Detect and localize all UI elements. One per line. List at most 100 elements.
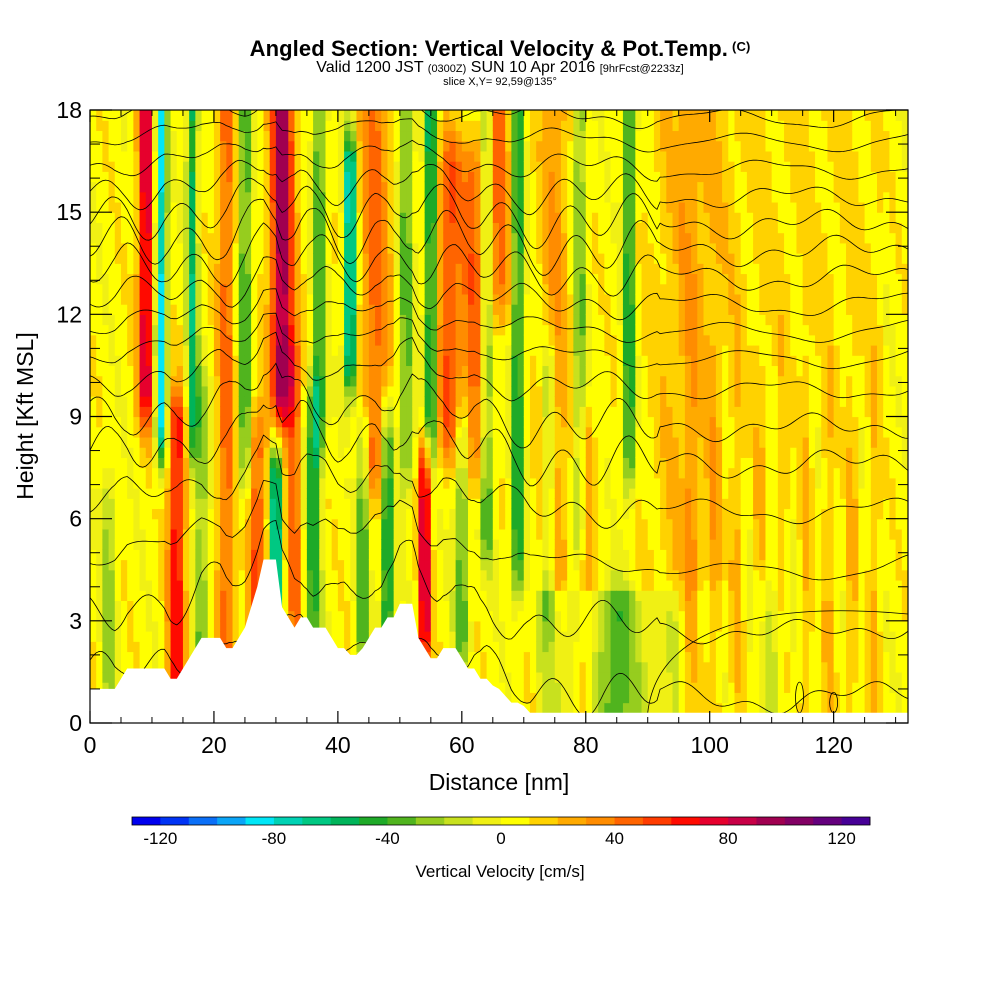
velocity-cell	[548, 355, 556, 367]
velocity-cell	[269, 457, 277, 469]
velocity-cell	[511, 171, 519, 183]
velocity-cell	[294, 579, 302, 591]
velocity-cell	[182, 457, 190, 469]
velocity-cell	[523, 692, 531, 704]
velocity-cell	[505, 457, 512, 469]
velocity-cell	[164, 171, 172, 183]
velocity-cell	[393, 120, 401, 132]
velocity-cell	[108, 375, 116, 387]
velocity-cell	[226, 549, 234, 561]
velocity-cell	[244, 467, 252, 479]
velocity-cell	[282, 467, 289, 479]
velocity-cell	[127, 232, 134, 244]
velocity-cell	[96, 661, 103, 673]
velocity-cell	[269, 416, 277, 428]
velocity-cell	[486, 242, 494, 254]
velocity-cell	[418, 181, 426, 193]
velocity-cell	[406, 355, 413, 367]
velocity-cell	[238, 130, 246, 142]
velocity-cell	[102, 671, 110, 683]
velocity-cell	[585, 222, 593, 234]
velocity-cell	[449, 365, 457, 377]
velocity-cell	[542, 304, 550, 315]
velocity-cell	[560, 467, 568, 479]
velocity-cell	[554, 600, 562, 612]
velocity-cell	[164, 579, 172, 591]
velocity-cell	[114, 488, 122, 499]
velocity-cell	[238, 253, 246, 264]
velocity-cell	[96, 334, 103, 346]
velocity-cell	[443, 610, 451, 622]
velocity-cell	[499, 242, 506, 254]
velocity-cell	[418, 416, 426, 428]
velocity-cell	[344, 508, 351, 520]
velocity-cell	[536, 488, 543, 499]
velocity-cell	[201, 539, 209, 550]
velocity-cell	[300, 110, 308, 121]
velocity-cell	[145, 314, 153, 326]
velocity-cell	[139, 253, 147, 264]
velocity-cell	[325, 232, 333, 244]
velocity-cell	[406, 253, 413, 264]
velocity-cell	[567, 263, 574, 275]
velocity-cell	[461, 334, 469, 346]
velocity-cell	[598, 263, 605, 275]
velocity-cell	[189, 140, 196, 152]
velocity-cell	[189, 283, 196, 295]
velocity-cell	[542, 406, 550, 418]
velocity-cell	[437, 304, 444, 315]
velocity-cell	[499, 498, 506, 510]
velocity-cell	[455, 283, 463, 295]
velocity-cell	[108, 344, 116, 356]
velocity-cell	[455, 641, 463, 653]
velocity-cell	[102, 150, 110, 162]
velocity-cell	[468, 600, 475, 612]
velocity-cell	[443, 191, 451, 203]
velocity-cell	[344, 293, 351, 305]
velocity-cell	[176, 590, 184, 601]
velocity-cell	[269, 498, 277, 510]
velocity-cell	[151, 304, 159, 315]
velocity-cell	[244, 273, 252, 285]
velocity-cell	[554, 498, 562, 510]
velocity-cell	[499, 590, 506, 601]
velocity-cell	[263, 201, 271, 213]
velocity-cell	[567, 569, 574, 581]
velocity-cell	[170, 334, 178, 346]
velocity-cell	[573, 539, 581, 550]
velocity-cell	[306, 396, 314, 407]
velocity-cell	[492, 610, 500, 622]
velocity-cell	[306, 498, 314, 510]
velocity-cell	[517, 518, 525, 530]
velocity-cell	[108, 396, 116, 407]
velocity-cell	[585, 365, 593, 377]
velocity-cell	[257, 130, 265, 142]
velocity-cell	[362, 600, 370, 612]
velocity-cell	[362, 120, 370, 132]
velocity-cell	[362, 498, 370, 510]
velocity-cell	[560, 539, 568, 550]
velocity-cell	[263, 171, 271, 183]
velocity-cell	[244, 488, 252, 499]
velocity-cell	[319, 344, 327, 356]
velocity-cell	[319, 161, 327, 172]
velocity-cell	[319, 130, 327, 142]
velocity-cell	[120, 406, 128, 418]
velocity-cell	[182, 651, 190, 663]
velocity-cell	[449, 344, 457, 356]
velocity-cell	[375, 447, 382, 458]
velocity-cell	[170, 120, 178, 132]
velocity-cell	[288, 150, 296, 162]
velocity-cell	[151, 171, 159, 183]
velocity-cell	[300, 539, 308, 550]
velocity-cell	[189, 334, 196, 346]
velocity-cell	[560, 549, 568, 561]
velocity-cell	[368, 171, 376, 183]
velocity-cell	[96, 365, 103, 377]
velocity-cell	[536, 110, 543, 121]
velocity-cell	[232, 181, 240, 193]
velocity-cell	[306, 110, 314, 121]
velocity-cell	[344, 539, 351, 550]
velocity-cell	[356, 385, 364, 397]
velocity-cell	[406, 477, 413, 489]
